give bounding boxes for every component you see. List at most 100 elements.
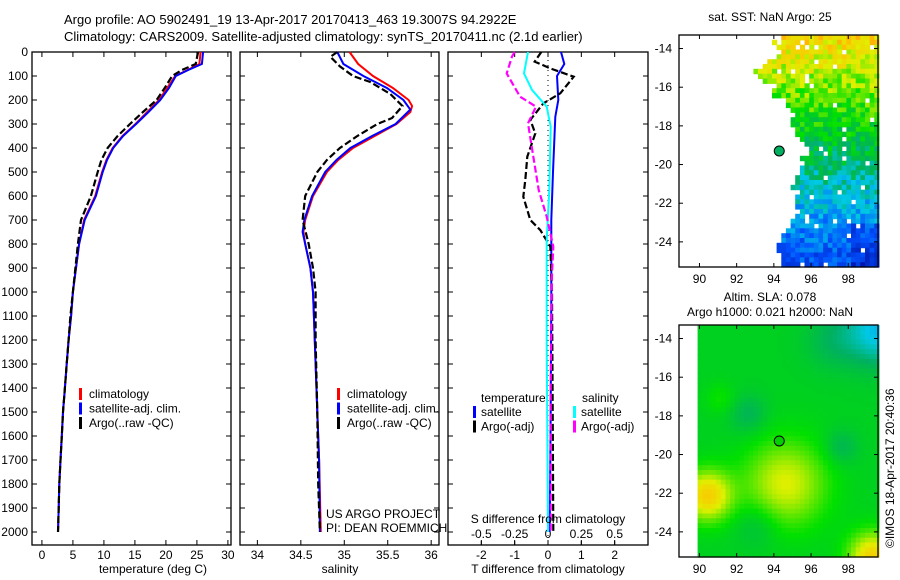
map-cell <box>697 450 703 457</box>
map-cell <box>785 474 792 481</box>
map-cell <box>809 59 815 65</box>
map-cell <box>758 426 764 432</box>
map-cell <box>874 416 880 423</box>
map-cell <box>823 83 829 89</box>
map-cell <box>865 484 871 490</box>
zero-line-dot <box>547 155 549 156</box>
map-cell <box>748 518 754 524</box>
y-tick-label: 200 <box>8 93 28 107</box>
map-cell <box>827 349 833 355</box>
map-cell <box>827 199 833 205</box>
map-cell <box>758 349 764 355</box>
map-cell <box>702 508 708 515</box>
map-cell <box>855 460 861 466</box>
map-cell <box>827 218 833 225</box>
map-cell <box>809 416 815 423</box>
map-cell <box>851 180 857 186</box>
map-cell <box>785 513 792 519</box>
map-cell <box>874 407 880 413</box>
map-cell <box>869 412 875 418</box>
map-cell <box>846 532 852 539</box>
map-cell <box>832 503 838 510</box>
map-cell <box>739 368 745 374</box>
map-cell <box>841 431 847 437</box>
map-cell <box>818 499 824 505</box>
map-cell <box>702 383 708 389</box>
map-cell <box>795 199 801 205</box>
map-cell <box>832 184 838 191</box>
map-cell <box>865 112 871 118</box>
map-cell <box>846 112 852 118</box>
map-cell <box>832 431 838 437</box>
map-cell <box>739 523 745 529</box>
map-cell <box>874 199 880 205</box>
map-cell <box>860 122 866 128</box>
map-cell <box>827 223 833 229</box>
map-cell <box>734 407 740 413</box>
map-cell <box>795 194 801 200</box>
map-cell <box>874 102 880 109</box>
map-cell <box>869 397 875 403</box>
map-cell <box>860 445 866 452</box>
map-cell <box>823 465 829 471</box>
map-cell <box>809 445 815 452</box>
map-cell <box>827 68 833 75</box>
map-cell <box>804 547 810 553</box>
map-cell <box>813 122 819 128</box>
s-diff-xlabel: S difference from climatology <box>471 512 626 526</box>
map-cell <box>785 416 792 423</box>
zero-line-dot <box>547 95 549 96</box>
map-cell <box>869 170 875 176</box>
map-cell <box>827 416 833 423</box>
map-cell <box>716 329 722 336</box>
map-cell <box>827 329 833 336</box>
map-cell <box>813 431 819 437</box>
map-cell <box>832 387 838 394</box>
map-cell <box>762 349 768 355</box>
map-cell <box>772 503 778 510</box>
map-cell <box>860 262 866 268</box>
map-cell <box>730 339 736 345</box>
map-cell <box>781 73 787 80</box>
map-cell <box>734 518 740 524</box>
map-cell <box>702 416 708 423</box>
map-cell <box>841 228 847 234</box>
map-cell <box>748 494 754 500</box>
map-cell <box>795 59 801 65</box>
map-cell <box>832 136 838 142</box>
map-cell <box>767 489 773 495</box>
map-cell <box>860 450 866 457</box>
map-cell <box>720 528 726 534</box>
map-cell <box>785 494 792 500</box>
map-cell <box>837 450 843 457</box>
map-cell <box>799 339 806 345</box>
map-cell <box>734 465 740 471</box>
y-tick-label: 100 <box>8 69 28 83</box>
map-cell <box>790 64 796 70</box>
map-cell <box>804 126 810 133</box>
map-cell <box>818 479 824 486</box>
map-cell <box>865 257 871 263</box>
map-cell <box>762 441 768 447</box>
map-cell <box>818 228 824 234</box>
map-cell <box>851 460 857 466</box>
map-cell <box>860 518 866 524</box>
map-cell <box>855 126 861 133</box>
map-cell <box>846 44 852 51</box>
map-cell <box>795 412 801 418</box>
map-cell <box>790 247 796 254</box>
map-cell <box>813 460 819 466</box>
map-cell <box>832 88 838 94</box>
map-cell <box>869 455 875 461</box>
map-cell <box>860 78 866 84</box>
map-cell <box>837 180 843 186</box>
map-cell <box>860 358 866 365</box>
map-cell <box>702 431 708 437</box>
map-cell <box>734 412 740 418</box>
map-cell <box>720 426 726 432</box>
map-cell <box>869 445 875 452</box>
map-cell <box>772 88 778 94</box>
map-cell <box>809 329 815 336</box>
map-cell <box>790 537 796 544</box>
map-cell <box>874 474 880 481</box>
